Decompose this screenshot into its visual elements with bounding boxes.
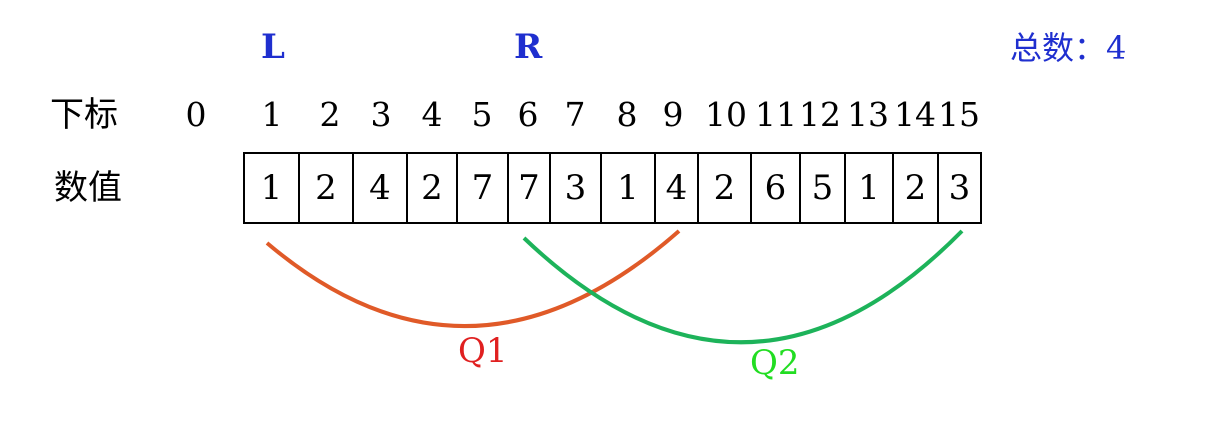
query-label-q1: Q1 <box>458 331 508 371</box>
index-label: 1 <box>261 95 283 134</box>
index-label: 5 <box>471 95 493 134</box>
array-cell: 3 <box>937 152 982 224</box>
query-arc-q2 <box>522 229 964 345</box>
index-label: 6 <box>517 95 539 134</box>
value-row-label: 数值 <box>54 168 122 208</box>
index-label: 9 <box>662 95 684 134</box>
query-arc-q1 <box>265 229 681 329</box>
index-label: 11 <box>755 95 797 134</box>
left-pointer-label: L <box>261 27 285 67</box>
right-pointer-label: R <box>514 27 543 67</box>
index-label: 12 <box>799 95 841 134</box>
index-label: 15 <box>938 95 980 134</box>
index-label: 13 <box>847 95 889 134</box>
index-label: 4 <box>421 95 443 134</box>
index-label: 8 <box>616 95 638 134</box>
index-zero: 0 <box>185 95 207 134</box>
query-label-q2: Q2 <box>750 343 800 383</box>
index-label: 10 <box>705 95 747 134</box>
index-label: 14 <box>894 95 936 134</box>
total-count: 总数：4 <box>1010 29 1127 67</box>
index-label: 2 <box>319 95 341 134</box>
index-label: 7 <box>564 95 586 134</box>
index-row-label: 下标 <box>50 95 118 135</box>
index-label: 3 <box>370 95 392 134</box>
